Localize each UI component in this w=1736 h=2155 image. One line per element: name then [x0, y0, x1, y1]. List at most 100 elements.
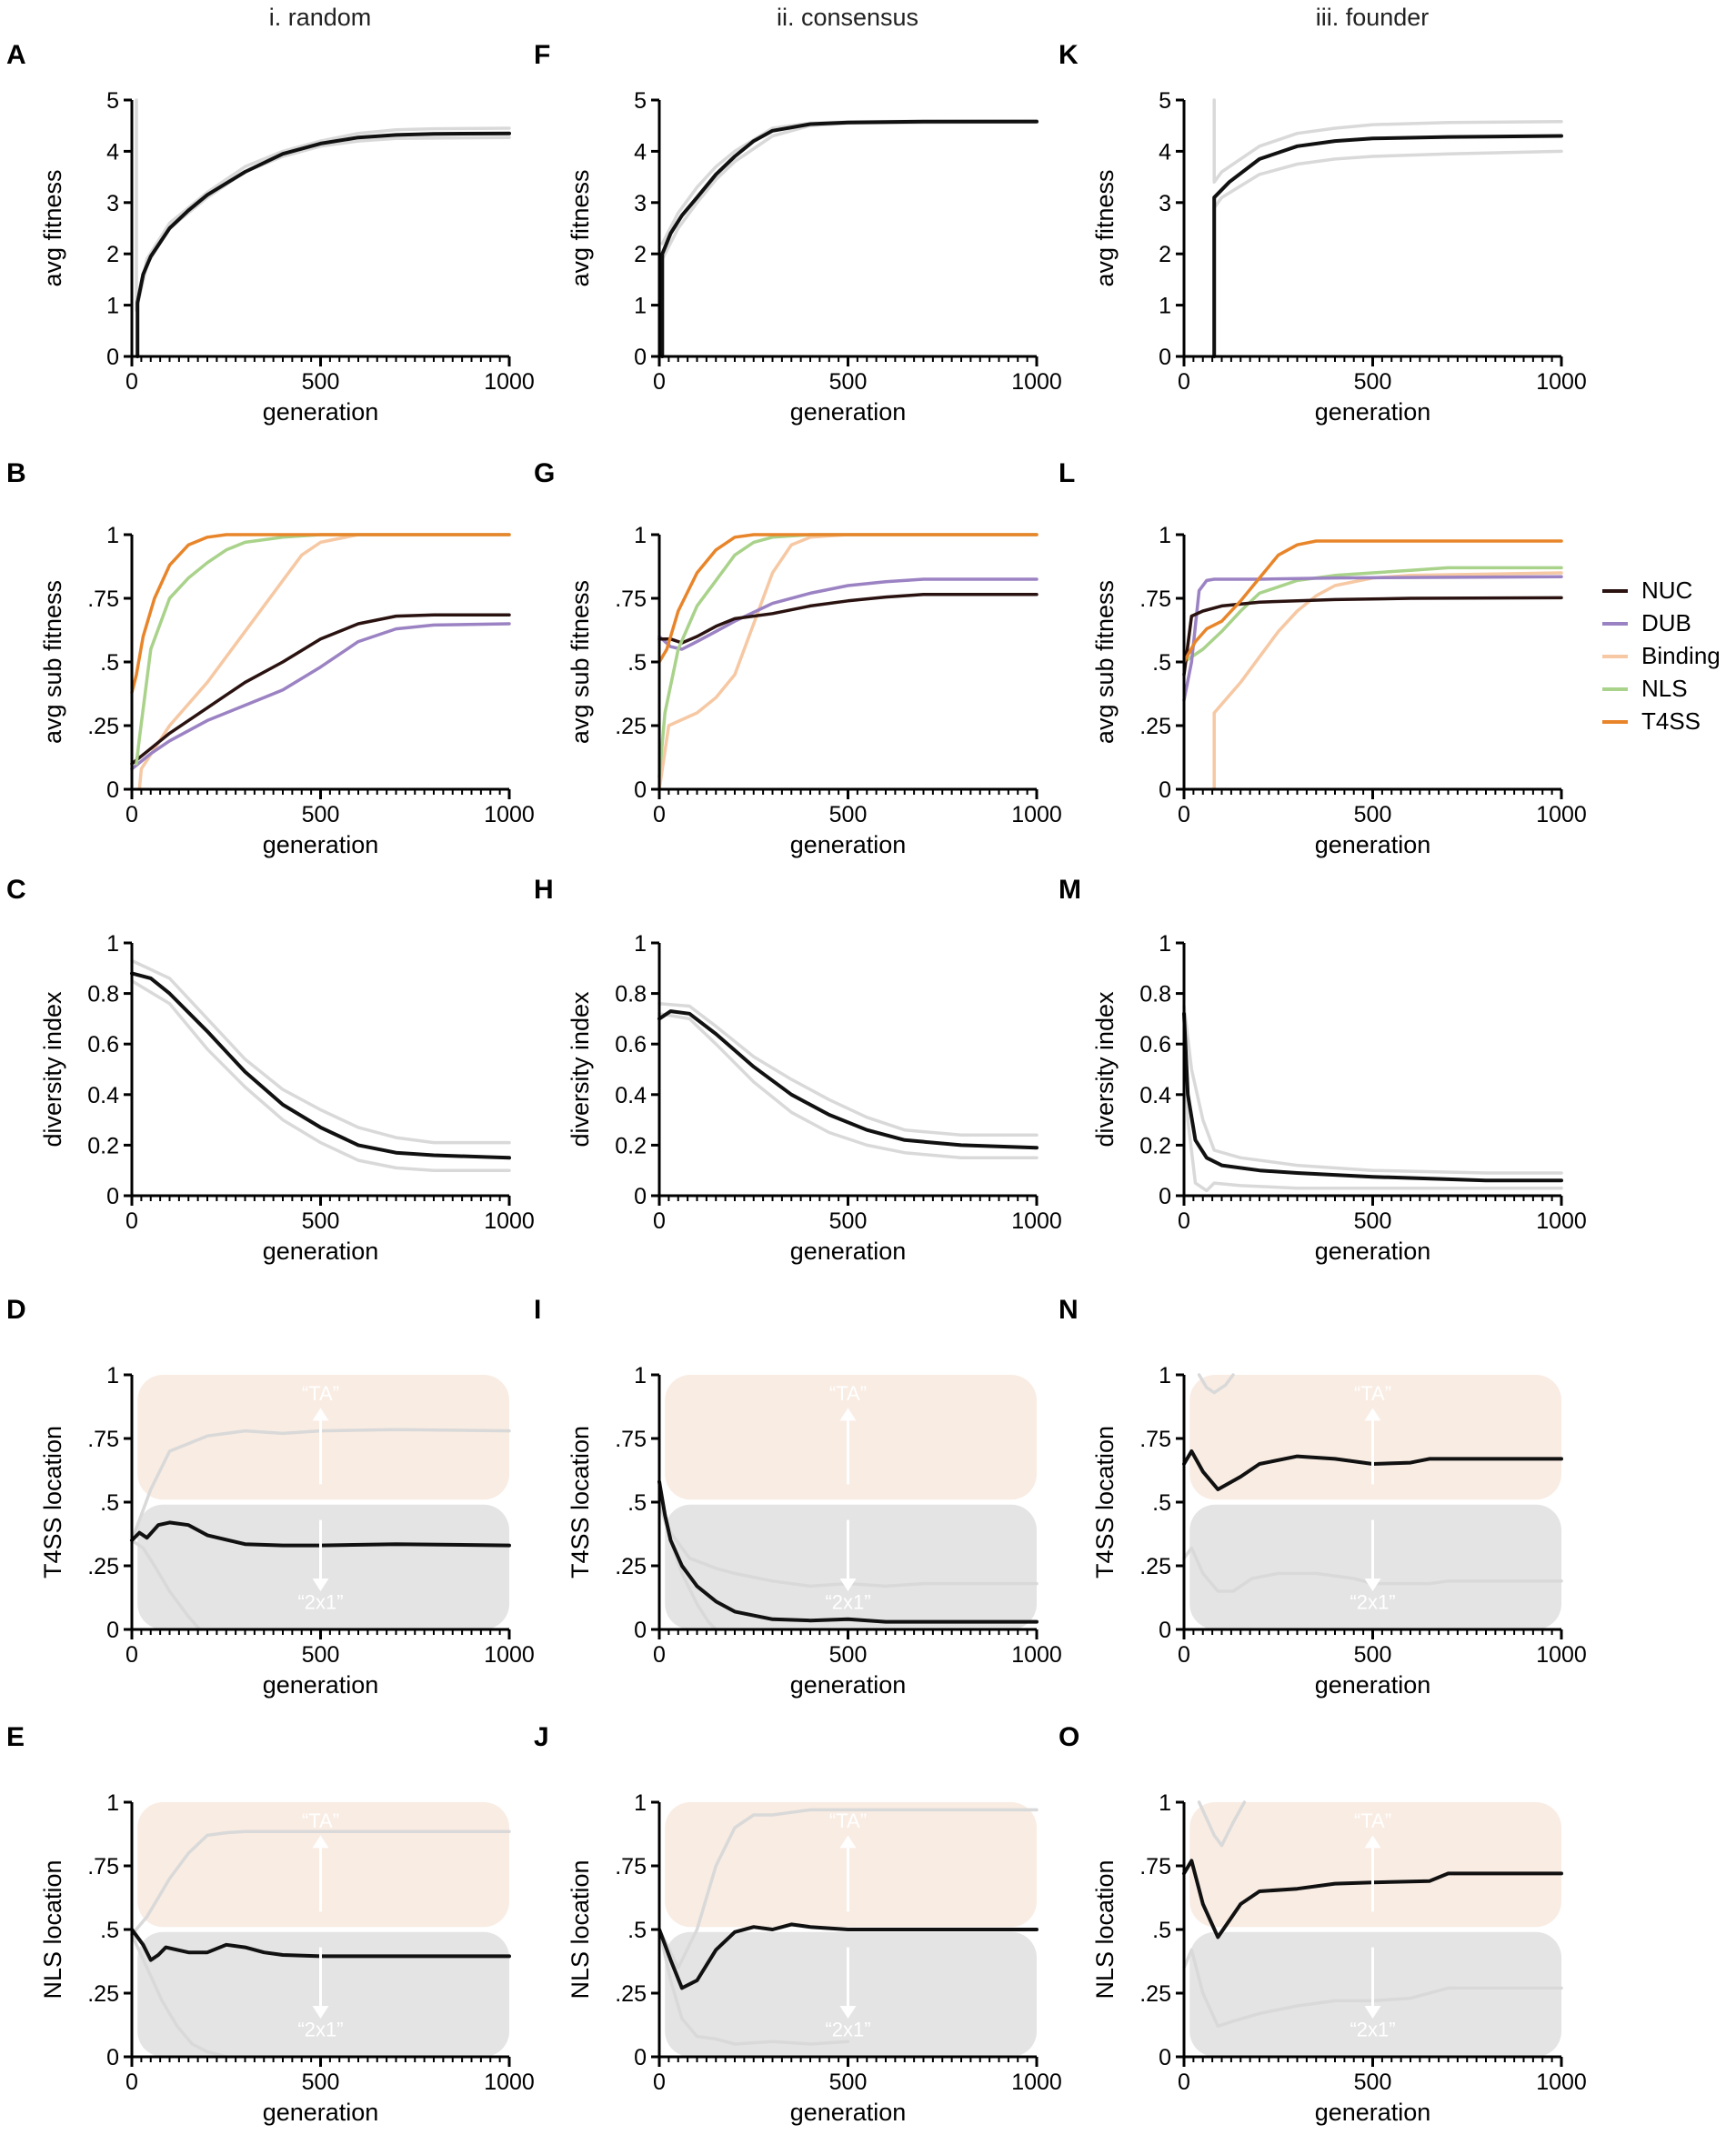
- panel-d-ta-label: “TA”: [302, 1382, 339, 1405]
- panel-m-series-replicate-lower: [1182, 1017, 1563, 1193]
- panel-o-ytick-label: 1: [1159, 1790, 1171, 1816]
- panel-g-xtick-label: 0: [653, 802, 666, 827]
- panel-k-series-replicate-1: [1212, 98, 1563, 184]
- panel-b-ytick-label: .25: [87, 714, 119, 739]
- panel-h-ytick-label: 0.2: [615, 1133, 647, 1158]
- panel-o-series-mean: [1182, 1859, 1563, 1940]
- panel-e-ytick-label: .75: [87, 1854, 119, 1879]
- panel-j-ta-arrowhead: [839, 1835, 857, 1849]
- panel-m: M 0 0.2 0.4 0.6 0.8 1 0 500 1000 generation diversi…: [1059, 875, 1587, 1265]
- panel-l-xtick-label: 1000: [1536, 802, 1587, 827]
- panel-h-x-axis-title: generation: [790, 1238, 907, 1265]
- panel-h-series-replicate-lower: [657, 1012, 1039, 1160]
- panel-e-ytick-label: 1: [106, 1790, 119, 1816]
- panel-i-ta-region: [665, 1375, 1037, 1500]
- panel-g-ytick-label: 0: [634, 777, 647, 803]
- panel-d-xtick-label: 500: [302, 1642, 340, 1668]
- panel-n: N “TA” “2x1” 0 .25 .5 .75 1 0 500 1000 generation T4…: [1059, 1295, 1587, 1699]
- panel-d-series-replicate-1: [130, 1428, 511, 1542]
- panel-j-series-replicate-2: [657, 1928, 850, 2046]
- panel-a-ytick-label: 3: [106, 191, 119, 216]
- legend-label-t4ss: T4SS: [1641, 707, 1701, 735]
- panel-b-series-t4ss: [130, 533, 511, 695]
- panel-i-ta-arrowhead: [839, 1408, 857, 1421]
- panel-g-ytick-label: .25: [615, 714, 647, 739]
- panel-i-y-axis-title: T4SS location: [567, 1426, 594, 1579]
- panel-f-ytick-label: 0: [634, 345, 647, 370]
- panel-o-ytick-label: 0: [1159, 2045, 1171, 2070]
- panel-j-ytick-label: 1: [634, 1790, 647, 1816]
- panel-o-ytick-label: .75: [1139, 1854, 1171, 1879]
- panel-j-ytick-label: 0: [634, 2045, 647, 2070]
- panel-a-ytick-label: 0: [106, 345, 119, 370]
- panel-a-letter: A: [6, 40, 26, 70]
- panel-m-ytick-label: 0.4: [1139, 1083, 1171, 1108]
- panel-f-ytick-label: 2: [634, 242, 647, 267]
- panel-l-series-t4ss: [1182, 539, 1563, 664]
- legend-label-nls: NLS: [1641, 675, 1688, 702]
- panel-b-ytick-label: .5: [100, 650, 119, 676]
- panel-g-ytick-label: .5: [627, 650, 647, 676]
- panel-m-series-mean: [1182, 1011, 1563, 1183]
- panel-b-xtick-label: 0: [125, 802, 138, 827]
- panel-d-ytick-label: .25: [87, 1554, 119, 1579]
- panel-d-2x1-label: “2x1”: [297, 1591, 343, 1614]
- panel-c-xtick-label: 0: [125, 1208, 138, 1234]
- panel-c-x-axis-title: generation: [263, 1238, 379, 1265]
- panel-j-ytick-label: .25: [615, 1981, 647, 2007]
- panel-k-xtick-label: 1000: [1536, 369, 1587, 395]
- panel-k: K 0 1 2 3 4 5 0 500 1000 generation avg fitness: [1059, 40, 1587, 426]
- panel-i-2x1-label: “2x1”: [825, 1591, 870, 1614]
- panel-h-xtick-label: 1000: [1011, 1208, 1062, 1234]
- panel-a-ytick-label: 5: [106, 88, 119, 114]
- panel-e-ytick-label: .5: [100, 1918, 119, 1943]
- panel-l-ytick-label: .5: [1152, 650, 1171, 676]
- panel-l-y-axis-title: avg sub fitness: [1091, 580, 1119, 744]
- panel-l-series-nls: [1182, 566, 1563, 664]
- panel-k-ytick-label: 1: [1159, 294, 1171, 319]
- panel-b-y-axis-title: avg sub fitness: [39, 580, 66, 744]
- panel-b-xtick-label: 1000: [484, 802, 535, 827]
- panel-j-2x1-label: “2x1”: [825, 2019, 870, 2041]
- panel-f-series-mean: [660, 119, 1039, 358]
- panel-j-2x1-arrowhead: [839, 2006, 857, 2019]
- panel-n-ta-region: [1189, 1375, 1561, 1500]
- panel-h-xtick-label: 500: [829, 1208, 868, 1234]
- panel-n-ytick-label: 1: [1159, 1363, 1171, 1388]
- panel-j: J “TA” “2x1” 0 .25 .5 .75 1 0 500 1000 generation NL…: [534, 1722, 1062, 2126]
- panel-i-xtick-label: 0: [653, 1642, 666, 1668]
- panel-k-x-axis-title: generation: [1315, 398, 1431, 426]
- panel-o-ytick-label: .25: [1139, 1981, 1171, 2007]
- panel-n-2x1-region: [1189, 1504, 1561, 1629]
- panel-e-x-axis-title: generation: [263, 2099, 379, 2126]
- column-title-random: i. random: [269, 4, 372, 31]
- panel-d-letter: D: [6, 1295, 26, 1325]
- panel-k-y-axis-title: avg fitness: [1091, 169, 1119, 286]
- panel-c-series-replicate-lower: [130, 978, 511, 1172]
- panel-n-series-replicate-1: [1197, 1373, 1235, 1395]
- panel-o-2x1-label: “2x1”: [1350, 2019, 1395, 2041]
- panel-m-ytick-label: 0.8: [1139, 982, 1171, 1007]
- column-title-consensus: ii. consensus: [777, 4, 918, 31]
- panel-m-xtick-label: 0: [1178, 1208, 1190, 1234]
- panel-o-series-replicate-2: [1182, 1948, 1563, 2029]
- panel-a-xtick-label: 0: [125, 369, 138, 395]
- panel-b-series-dub: [130, 622, 511, 771]
- panel-g-ytick-label: .75: [615, 586, 647, 612]
- panel-e-2x1-arrowhead: [312, 2006, 329, 2019]
- panel-b-series-nuc: [130, 613, 511, 766]
- panel-h-series-replicate-upper: [657, 1001, 1039, 1138]
- panel-l-ytick-label: .25: [1139, 714, 1171, 739]
- panel-c-xtick-label: 500: [302, 1208, 340, 1234]
- panel-n-ta-arrowhead: [1364, 1408, 1381, 1421]
- panel-o-letter: O: [1059, 1722, 1079, 1752]
- panel-i-series-replicate-1: [657, 1500, 1039, 1589]
- panel-j-ta-region: [665, 1802, 1037, 1928]
- panel-i-ytick-label: .25: [615, 1554, 647, 1579]
- panel-k-series-replicate-2: [1212, 149, 1563, 210]
- panel-c-xtick-label: 1000: [484, 1208, 535, 1234]
- panel-n-letter: N: [1059, 1295, 1079, 1325]
- panel-d-ytick-label: 0: [106, 1618, 119, 1643]
- panel-a-y-axis-title: avg fitness: [39, 169, 66, 286]
- panel-f-xtick-label: 1000: [1011, 369, 1062, 395]
